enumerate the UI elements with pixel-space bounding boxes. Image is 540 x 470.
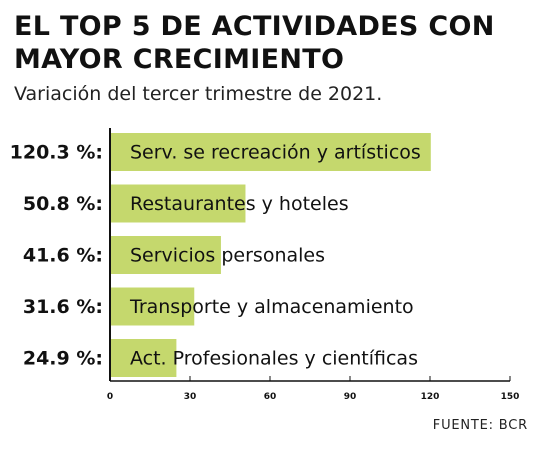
bar-value-label: 24.9 %:	[23, 348, 103, 370]
bar	[110, 287, 195, 326]
chart-title: EL TOP 5 DE ACTIVIDADES CON MAYOR CRECIM…	[14, 11, 495, 75]
bar-value-label: 41.6 %:	[23, 245, 103, 267]
bar	[110, 184, 246, 223]
chart-subtitle: Variación del tercer trimestre de 2021.	[14, 83, 383, 105]
x-tick-label: 90	[344, 392, 357, 402]
source-note: FUENTE: BCR	[432, 418, 528, 433]
bar-value-label: 120.3 %:	[10, 142, 103, 164]
bar-category-label: Restaurantes y hoteles	[130, 193, 349, 215]
bar	[110, 339, 177, 377]
bar-category-label: Transporte y almacenamiento	[129, 296, 414, 318]
bar	[110, 133, 431, 171]
x-tick-label: 60	[264, 392, 277, 402]
x-tick-label: 0	[107, 392, 113, 402]
bar-category-label: Serv. se recreación y artísticos	[130, 142, 421, 164]
bar-value-label: 50.8 %:	[23, 193, 103, 215]
bar-category-label: Servicios personales	[130, 245, 325, 267]
x-tick-label: 150	[501, 392, 520, 402]
x-tick-label: 120	[421, 392, 440, 402]
x-tick-label: 30	[184, 392, 197, 402]
bar	[110, 236, 221, 274]
bar-category-label: Act. Profesionales y científicas	[130, 348, 418, 370]
bar-value-label: 31.6 %:	[23, 296, 103, 318]
